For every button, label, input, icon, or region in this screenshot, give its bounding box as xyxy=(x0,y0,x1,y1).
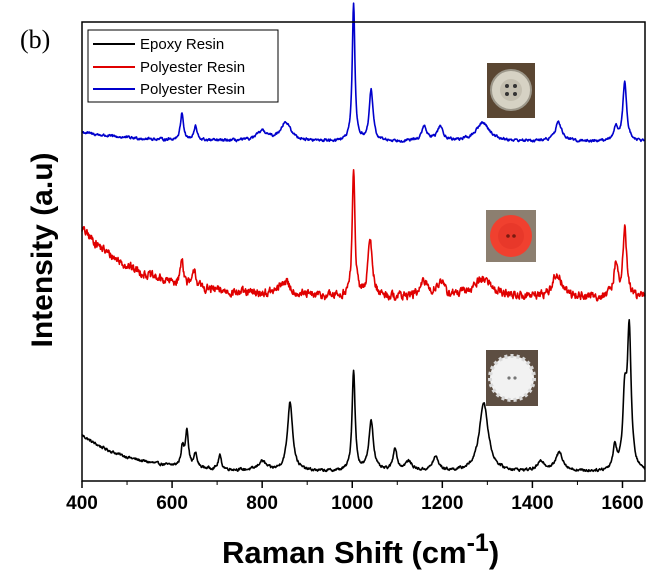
x-tick-label-800: 800 xyxy=(246,493,278,514)
series-line-1 xyxy=(81,168,646,302)
x-tick-label-1600: 1600 xyxy=(601,493,643,514)
y-axis-title: Intensity (a.u) xyxy=(26,152,59,347)
legend: Epoxy Resin Polyester Resin Polyester Re… xyxy=(87,29,279,103)
x-tick-label-400: 400 xyxy=(66,493,98,514)
panel-label: (b) xyxy=(20,25,50,54)
series-line-0 xyxy=(81,318,646,473)
x-tick-label-600: 600 xyxy=(156,493,188,514)
x-tick-label-1400: 1400 xyxy=(511,493,553,514)
x-axis-title: Raman Shift (cm-1) xyxy=(222,529,499,570)
button-photo-gray xyxy=(487,63,535,118)
legend-label-epoxy: Epoxy Resin xyxy=(140,36,224,53)
x-tick-label-1000: 1000 xyxy=(331,493,373,514)
legend-label-polyester-blue: Polyester Resin xyxy=(140,81,245,98)
x-axis-ticks: 400 600 800 1000 1200 1400 1600 xyxy=(66,481,644,514)
button-photo-red xyxy=(486,210,536,262)
legend-label-polyester-red: Polyester Resin xyxy=(140,59,245,76)
plot-frame xyxy=(81,21,646,482)
button-photo-white xyxy=(486,350,538,406)
series-layer xyxy=(81,2,646,473)
series-line-2 xyxy=(81,2,646,143)
x-tick-label-1200: 1200 xyxy=(421,493,463,514)
